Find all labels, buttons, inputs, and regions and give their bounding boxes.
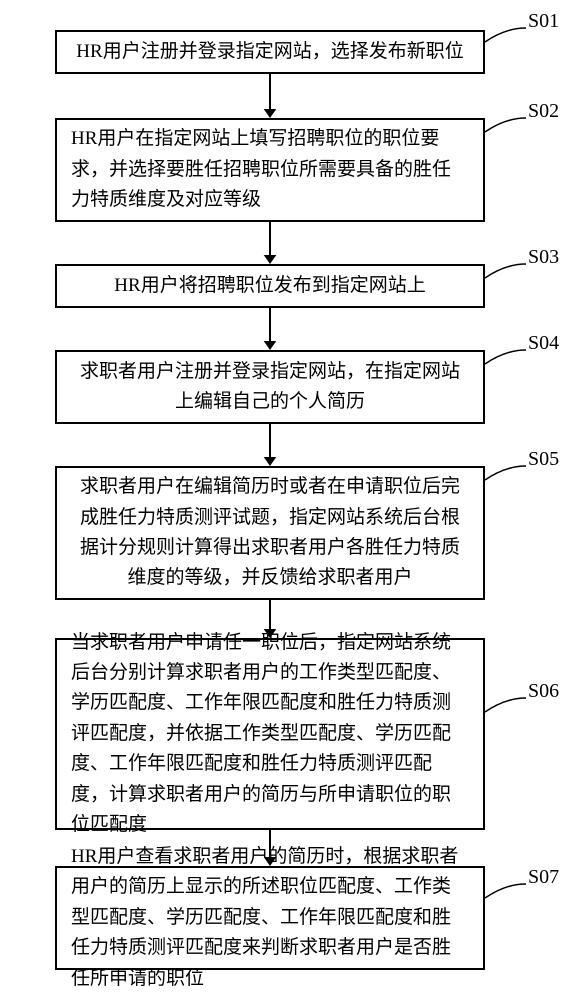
flow-node-n3: HR用户将招聘职位发布到指定网站上 — [55, 264, 485, 308]
flow-node-n1: HR用户注册并登录指定网站，选择发布新职位 — [55, 30, 485, 74]
flow-node-text: HR用户在指定网站上填写招聘职位的职位要求，并选择要胜任招聘职位所需要具备的胜任… — [71, 124, 469, 215]
flow-node-n4: 求职者用户注册并登录指定网站，在指定网站上编辑自己的个人简历 — [55, 350, 485, 424]
flow-node-n2: HR用户在指定网站上填写招聘职位的职位要求，并选择要胜任招聘职位所需要具备的胜任… — [55, 118, 485, 222]
step-label-S01: S01 — [528, 10, 559, 33]
step-label-S06: S06 — [528, 680, 559, 703]
step-label-S02: S02 — [528, 100, 559, 123]
step-label-S07: S07 — [528, 866, 559, 889]
flow-node-text: HR用户注册并登录指定网站，选择发布新职位 — [71, 37, 469, 67]
flow-node-n6: 当求职者用户申请任一职位后，指定网站系统后台分别计算求职者用户的工作类型匹配度、… — [55, 638, 485, 830]
step-label-S03: S03 — [528, 246, 559, 269]
flow-node-n5: 求职者用户在编辑简历时或者在申请职位后完成胜任力特质测评试题，指定网站系统后台根… — [55, 466, 485, 600]
flow-node-text: 当求职者用户申请任一职位后，指定网站系统后台分别计算求职者用户的工作类型匹配度、… — [71, 628, 469, 841]
flow-node-text: HR用户将招聘职位发布到指定网站上 — [71, 271, 469, 301]
flow-node-text: HR用户查看求职者用户的简历时，根据求职者用户的简历上显示的所述职位匹配度、工作… — [71, 842, 469, 994]
step-label-S05: S05 — [528, 448, 559, 471]
flow-node-text: 求职者用户注册并登录指定网站，在指定网站上编辑自己的个人简历 — [71, 357, 469, 418]
flow-node-n7: HR用户查看求职者用户的简历时，根据求职者用户的简历上显示的所述职位匹配度、工作… — [55, 866, 485, 970]
flowchart-diagram: HR用户注册并登录指定网站，选择发布新职位 HR用户在指定网站上填写招聘职位的职位… — [0, 0, 586, 1000]
flow-node-text: 求职者用户在编辑简历时或者在申请职位后完成胜任力特质测评试题，指定网站系统后台根… — [71, 472, 469, 594]
step-label-S04: S04 — [528, 332, 559, 355]
